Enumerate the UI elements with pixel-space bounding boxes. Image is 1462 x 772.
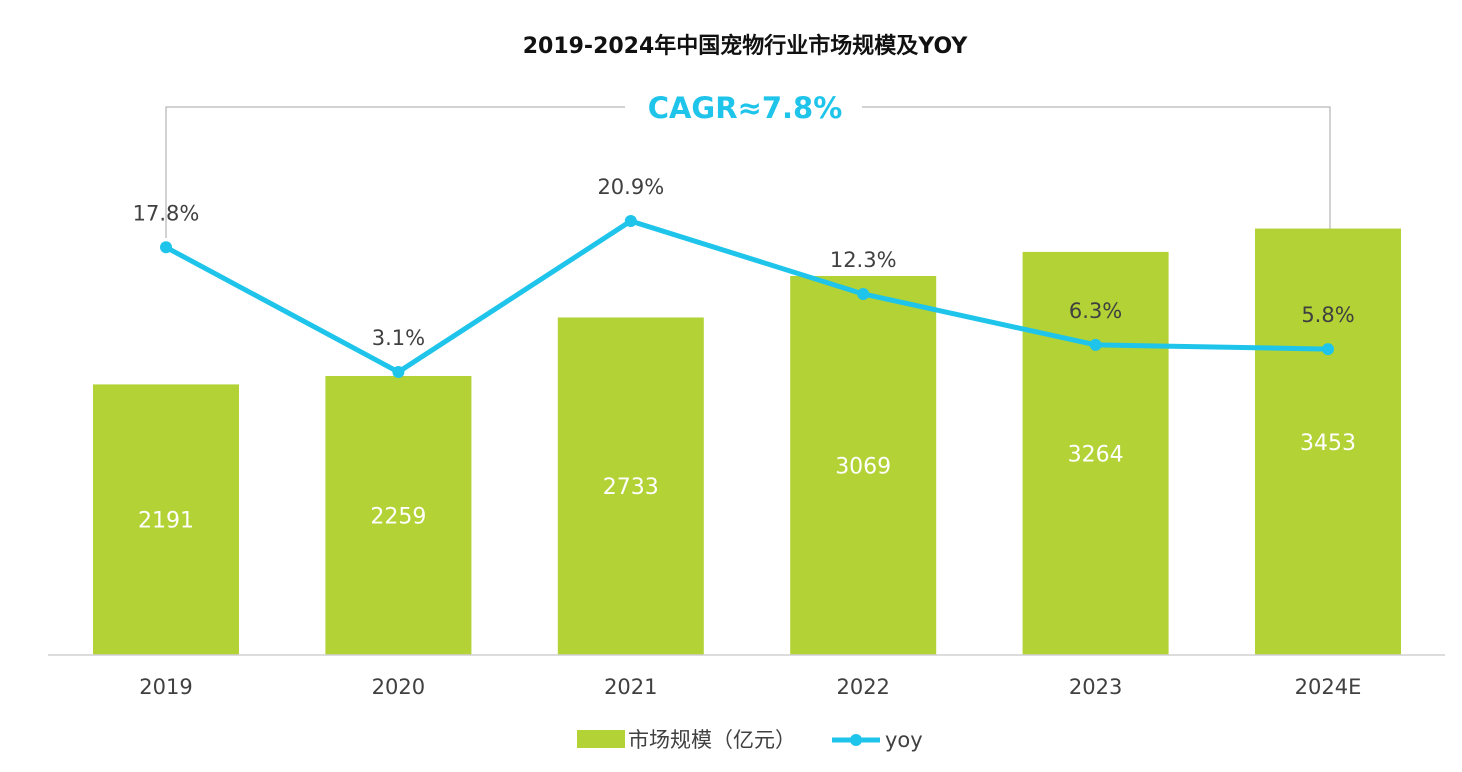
x-tick-2023: 2023: [1069, 675, 1122, 699]
yoy-point-2024E: [1322, 343, 1334, 356]
yoy-label-2019: 17.8%: [133, 201, 200, 225]
bar-value-label-2021: 2733: [603, 475, 659, 500]
x-tick-2022: 2022: [836, 675, 889, 699]
bar-2023: [1022, 251, 1169, 655]
yoy-point-2019: [160, 241, 172, 254]
yoy-point-2020: [392, 366, 405, 378]
yoy-series: 17.8% 3.1% 20.9% 12.3% 6.3% 5.8%: [133, 175, 1355, 378]
yoy-line: [164, 218, 1329, 375]
yoy-label-2022: 12.3%: [830, 248, 897, 272]
chart-title: 2019-2024年中国宠物行业市场规模及YOY: [523, 33, 969, 59]
yoy-label-2024E: 5.8%: [1301, 303, 1354, 327]
legend-bar-label: 市场规模（亿元）: [628, 728, 796, 752]
bar-2020: [325, 376, 472, 655]
bar-2021: [557, 317, 704, 655]
yoy-label-2021: 20.9%: [597, 175, 664, 199]
bar-series: 2191 2259 2733 3069 3264 3453: [93, 228, 1401, 655]
x-tick-2024E: 2024E: [1295, 675, 1362, 699]
bar-value-label-2019: 2191: [138, 509, 194, 534]
x-tick-2019: 2019: [139, 675, 192, 699]
yoy-label-2020: 3.1%: [372, 326, 425, 350]
bar-value-label-2020: 2259: [370, 505, 426, 530]
yoy-label-2023: 6.3%: [1069, 299, 1122, 323]
legend-bar-swatch: [577, 730, 625, 748]
bar-2022: [790, 275, 937, 655]
x-tick-2021: 2021: [604, 675, 657, 699]
legend-line-label: yoy: [885, 728, 923, 752]
bar-value-label-2023: 3264: [1068, 442, 1124, 467]
yoy-point-2023: [1089, 338, 1102, 351]
x-axis-ticks: 2019 2020 2021 2022 2023 2024E: [139, 675, 1361, 699]
yoy-point-2022: [857, 287, 870, 300]
bar-value-label-2022: 3069: [835, 454, 891, 479]
yoy-point-2021: [624, 215, 637, 227]
bar-value-label-2024E: 3453: [1300, 431, 1356, 456]
bar-2024E: [1255, 228, 1401, 655]
legend-line-marker: [850, 734, 862, 746]
x-tick-2020: 2020: [372, 675, 425, 699]
cagr-annotation: CAGR≈7.8%: [648, 91, 843, 125]
bar-2019: [93, 384, 239, 655]
